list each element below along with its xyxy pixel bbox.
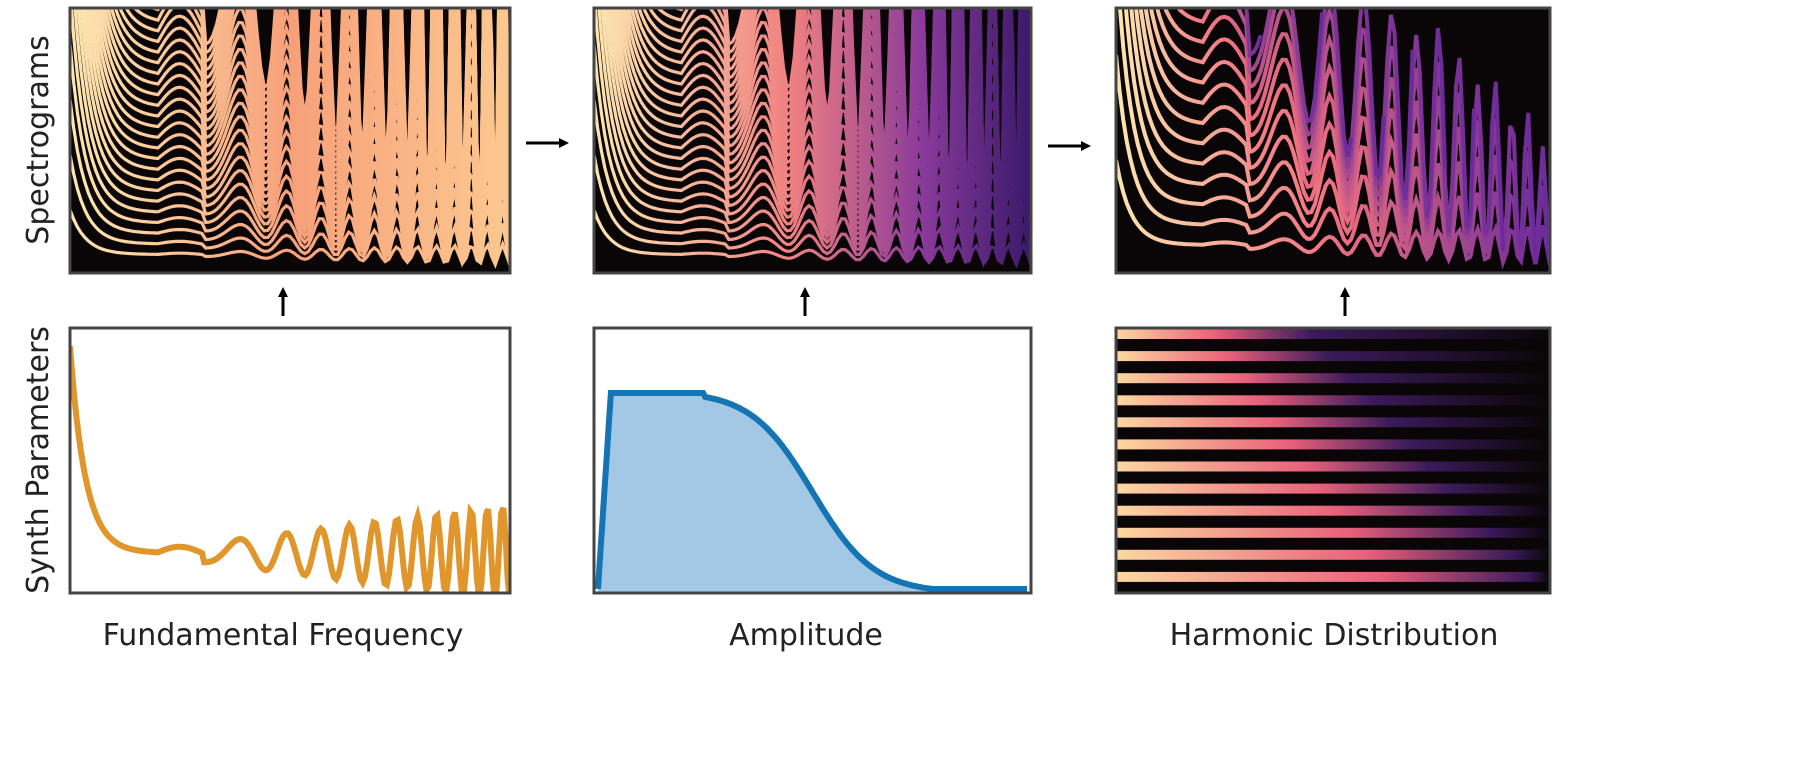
harmonic xyxy=(70,209,510,269)
harmonic xyxy=(132,8,510,266)
harmonic-row xyxy=(1116,439,1550,450)
f0-plot xyxy=(70,346,510,593)
harmonic xyxy=(97,8,510,266)
harmonic xyxy=(70,154,510,268)
harmonic xyxy=(1143,8,1415,201)
harmonic-row xyxy=(1116,329,1550,339)
harmonic xyxy=(594,8,1031,266)
harmonic xyxy=(1134,8,1476,233)
harmonic-row xyxy=(1116,351,1550,362)
panel-frame xyxy=(68,326,512,595)
harmonic xyxy=(124,8,510,266)
harmonic-row xyxy=(1116,549,1550,560)
panel-label: Harmonic Distribution xyxy=(1170,618,1499,653)
harmonic xyxy=(70,44,510,266)
row-label: Synth Parameters xyxy=(21,326,56,594)
harmonic-row xyxy=(1116,483,1550,494)
harmonic-row xyxy=(1116,373,1550,384)
synth-parameters xyxy=(68,326,1552,595)
harmonic xyxy=(633,8,1031,266)
harmonic xyxy=(95,8,510,266)
harmonic xyxy=(118,8,510,266)
harmonic xyxy=(594,44,1031,266)
harmonic xyxy=(647,8,1031,266)
harmonic-row xyxy=(1116,527,1550,538)
panel-frame xyxy=(592,6,1033,275)
harmonic xyxy=(113,8,510,266)
harmonic-row xyxy=(1116,395,1550,406)
spectrogram xyxy=(70,8,510,273)
harmonic xyxy=(109,8,510,266)
panel-frame xyxy=(592,326,1033,595)
harmonic-row xyxy=(1116,505,1550,516)
panel-label: Amplitude xyxy=(729,618,883,653)
harmonic xyxy=(619,8,1031,266)
f0-curve xyxy=(70,346,510,593)
panel-frame xyxy=(1114,326,1552,595)
harmonic xyxy=(1138,8,1448,219)
harmonic-row xyxy=(1116,461,1550,472)
harmonic xyxy=(1116,54,1550,266)
harmonic-row xyxy=(1116,571,1550,582)
harmonic xyxy=(70,8,510,266)
panel-frame xyxy=(1114,6,1552,275)
arrows xyxy=(278,138,1350,316)
harmonic xyxy=(70,99,510,266)
harmonic xyxy=(641,8,1031,266)
harmonic xyxy=(594,209,1031,269)
panel-label: Fundamental Frequency xyxy=(103,618,464,653)
spectrograms xyxy=(68,6,1552,275)
distribution-background xyxy=(1116,328,1550,593)
spectrogram xyxy=(594,8,1031,273)
harmonic xyxy=(594,154,1031,268)
spectrogram xyxy=(1116,8,1550,273)
harmonic xyxy=(1162,8,1325,125)
amplitude-curve xyxy=(595,390,1027,592)
harmonic xyxy=(594,99,1031,266)
harmonic xyxy=(1155,8,1354,158)
harmonic xyxy=(1116,159,1550,270)
harmonic xyxy=(637,8,1031,266)
panel-frame xyxy=(68,6,512,275)
harmonic xyxy=(1175,8,1273,75)
harmonic xyxy=(1129,8,1505,251)
harmonic xyxy=(655,8,1031,266)
row-label: Spectrograms xyxy=(21,35,56,244)
harmonic xyxy=(1117,8,1550,266)
harmonic-row xyxy=(1116,417,1550,428)
